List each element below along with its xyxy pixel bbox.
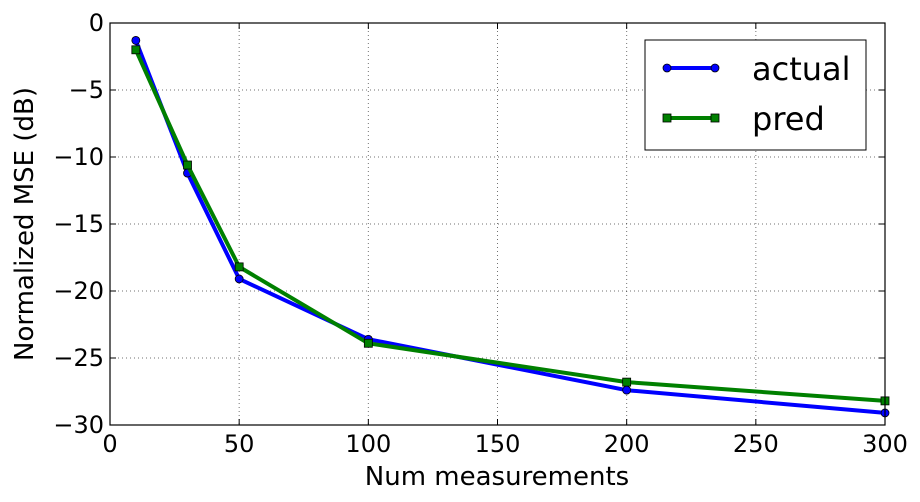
y-tick-label: −25: [53, 344, 104, 372]
data-point-pred: [234, 262, 244, 272]
data-point-pred: [363, 338, 373, 348]
legend: actual pred: [644, 39, 867, 151]
x-axis-label: Num measurements: [365, 462, 629, 492]
y-tick-label: −30: [53, 411, 104, 439]
legend-marker-actual: [662, 63, 672, 73]
legend-marker-pred-end: [710, 113, 720, 123]
x-tick-label: 0: [102, 430, 117, 458]
y-tick-label: −20: [53, 277, 104, 305]
y-tick-label: −15: [53, 210, 104, 238]
data-point-pred: [183, 160, 192, 170]
x-tick-label: 300: [862, 430, 908, 458]
legend-marker-actual-end: [710, 63, 720, 73]
data-point-actual: [622, 385, 632, 395]
legend-label-actual: actual: [752, 50, 851, 88]
legend-marker-pred: [662, 113, 672, 123]
ticks: 0 50 100 150 200 250 300 0 −5 −10 −15 −20 −25 −30: [53, 9, 908, 458]
data-point-pred: [131, 45, 141, 55]
data-point-pred: [622, 377, 632, 387]
data-point-actual: [234, 274, 244, 284]
x-tick-label: 50: [224, 430, 255, 458]
y-tick-label: 0: [89, 9, 104, 37]
x-tick-label: 200: [604, 430, 650, 458]
legend-label-pred: pred: [752, 100, 825, 138]
data-point-actual: [131, 36, 141, 45]
x-tick-label: 100: [345, 430, 391, 458]
grid: [110, 23, 885, 425]
y-tick-label: −5: [69, 76, 104, 104]
y-tick-label: −10: [53, 143, 104, 171]
legend-box: [644, 39, 867, 151]
series-line-pred: [133, 48, 886, 403]
x-tick-label: 250: [733, 430, 779, 458]
series-line-actual: [133, 39, 886, 415]
y-axis-label: Normalized MSE (dB): [10, 87, 40, 361]
x-tick-label: 150: [475, 430, 521, 458]
series-layer: [131, 36, 890, 418]
